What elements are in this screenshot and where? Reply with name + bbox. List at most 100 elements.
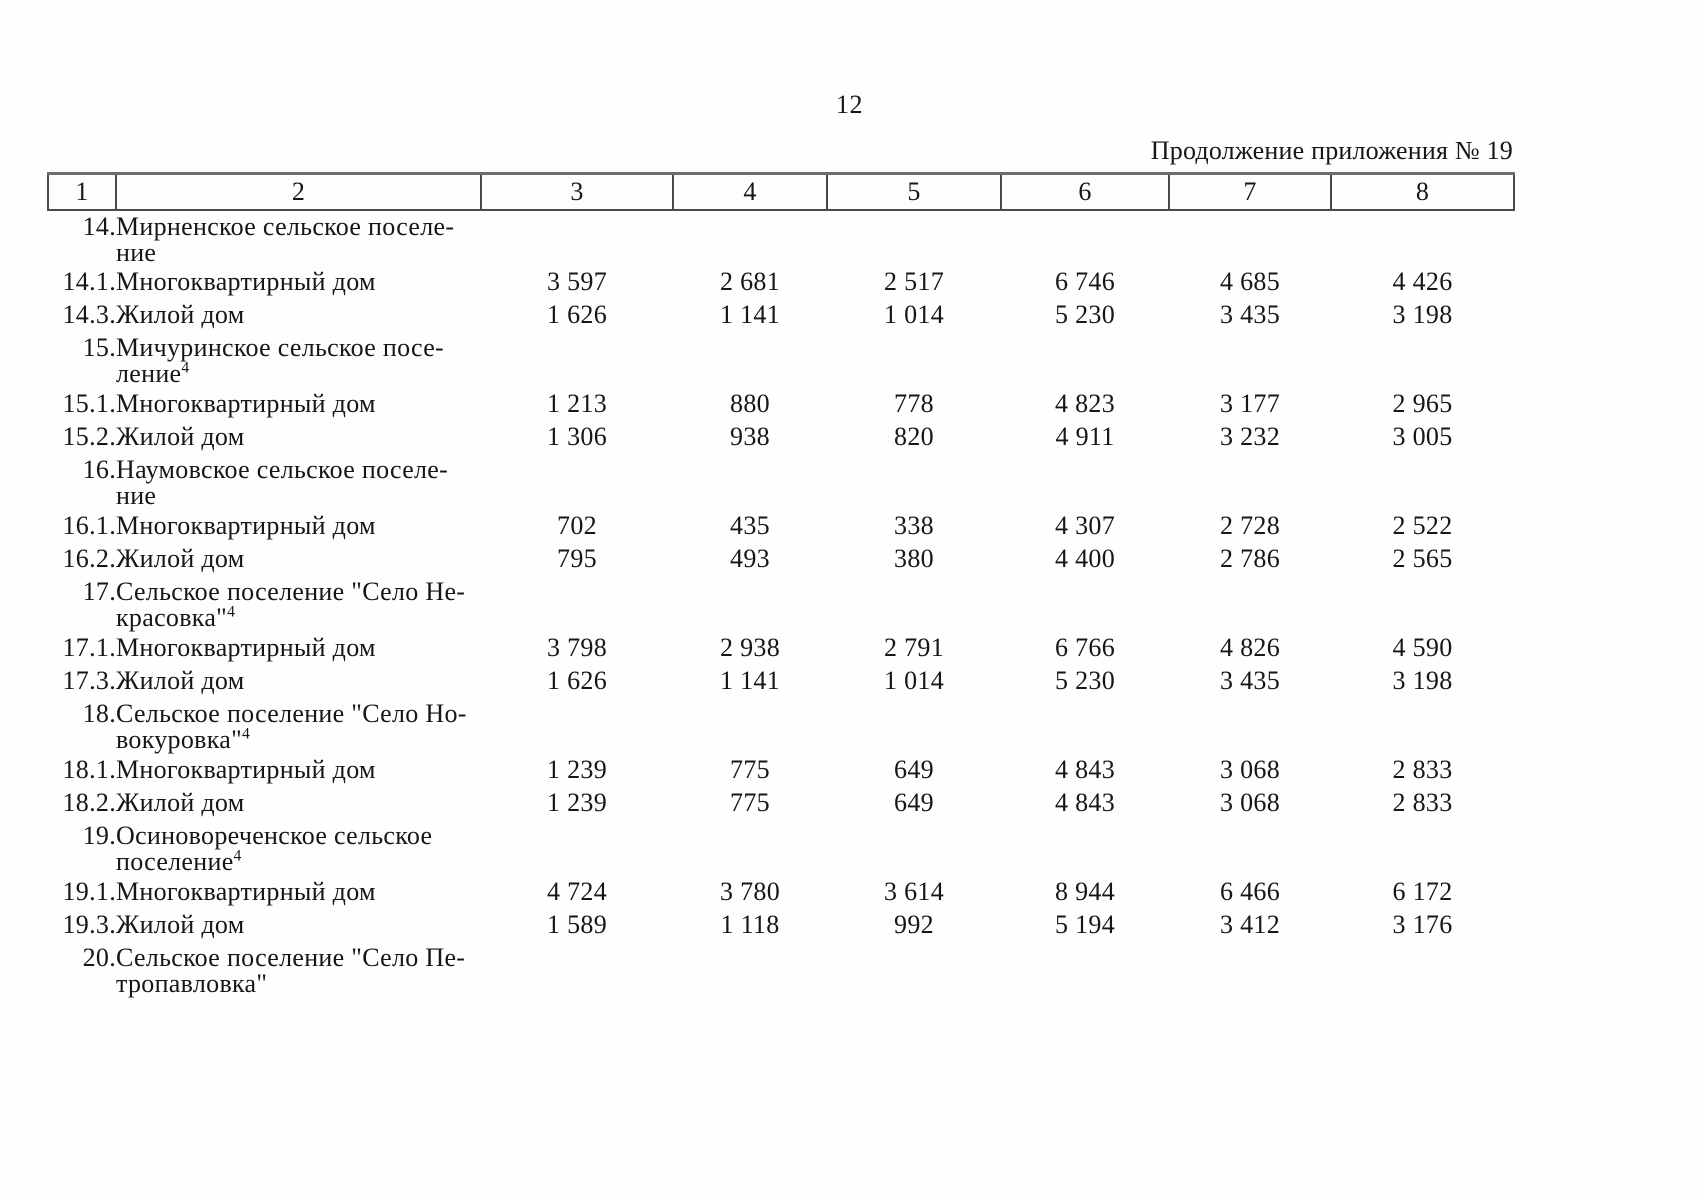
footnote-marker: 4 [181, 359, 190, 377]
row-number: 18.2. [62, 788, 116, 817]
value-cell: 3 780 [720, 877, 780, 906]
row-name: Сельское поселение "Село Но-вокуровка"4 [116, 699, 467, 754]
value-cell [1169, 698, 1331, 754]
value-cell [1001, 576, 1169, 632]
value-cell: 775 [730, 788, 770, 817]
table-row: 18.2. Жилой дом 1 239 775 649 4 843 3 068 2 833 [48, 787, 1514, 820]
row-number: 20. [82, 943, 116, 972]
row-number: 16.2. [62, 544, 116, 573]
row-number: 19.1. [62, 877, 116, 906]
table-row: 17.3. Жилой дом 1 626 1 141 1 014 5 230 3 435 3… [48, 665, 1514, 698]
row-number: 17.3. [62, 666, 116, 695]
value-cell: 1 306 [547, 422, 607, 451]
value-cell: 1 239 [547, 755, 607, 784]
value-cell [1001, 820, 1169, 876]
value-cell: 380 [894, 544, 934, 573]
value-cell: 2 791 [884, 633, 944, 662]
value-cell: 1 141 [720, 666, 780, 695]
value-cell: 3 068 [1220, 755, 1280, 784]
row-name: Жилой дом [116, 788, 245, 817]
row-name: Многоквартирный дом [116, 755, 376, 784]
table-row: 14.1. Многоквартирный дом 3 597 2 681 2 517 6… [48, 266, 1514, 299]
value-cell [673, 820, 827, 876]
table-row: 19.1. Многоквартирный дом 4 724 3 780 3 614 8… [48, 876, 1514, 909]
value-cell [1331, 210, 1514, 266]
row-number: 18.1. [62, 755, 116, 784]
row-name: Жилой дом [116, 666, 245, 695]
value-cell: 1 626 [547, 300, 607, 329]
value-cell: 3 198 [1392, 666, 1453, 695]
value-cell: 4 724 [547, 877, 607, 906]
row-name: Жилой дом [116, 910, 245, 939]
value-cell [481, 942, 673, 998]
value-cell [827, 942, 1001, 998]
value-cell: 1 213 [547, 389, 607, 418]
value-cell: 6 466 [1220, 877, 1280, 906]
row-name: Мирненское сельское поселе-ние [116, 212, 455, 267]
value-cell [1001, 210, 1169, 266]
table-row: 15. Мичуринское сельское посе-ление4 [48, 332, 1514, 388]
value-cell: 2 728 [1220, 511, 1280, 540]
row-name: Жилой дом [116, 422, 245, 451]
value-cell [827, 698, 1001, 754]
value-cell [1331, 576, 1514, 632]
value-cell: 1 626 [547, 666, 607, 695]
row-name: Многоквартирный дом [116, 877, 376, 906]
value-cell: 702 [557, 511, 597, 540]
value-cell [1169, 820, 1331, 876]
value-cell [827, 820, 1001, 876]
value-cell: 2 522 [1392, 511, 1453, 540]
value-cell [1001, 942, 1169, 998]
value-cell: 3 068 [1220, 788, 1280, 817]
footnote-marker: 4 [227, 603, 236, 621]
row-number: 17.1. [62, 633, 116, 662]
row-number: 17. [82, 577, 116, 606]
table-row: 17. Сельское поселение "Село Не-красовка"… [48, 576, 1514, 632]
value-cell: 2 517 [884, 267, 944, 296]
value-cell: 4 826 [1220, 633, 1280, 662]
table-row: 17.1. Многоквартирный дом 3 798 2 938 2 791 6… [48, 632, 1514, 665]
value-cell: 3 232 [1220, 422, 1280, 451]
value-cell [673, 698, 827, 754]
value-cell: 5 194 [1055, 910, 1115, 939]
page-number: 12 [836, 90, 863, 119]
column-header-4: 4 [672, 172, 828, 211]
value-cell: 880 [730, 389, 770, 418]
row-number: 15. [82, 333, 116, 362]
value-cell: 3 435 [1220, 300, 1280, 329]
table-row: 20. Сельское поселение "Село Пе-тропавлов… [48, 942, 1514, 998]
row-number: 15.2. [62, 422, 116, 451]
footnote-marker: 4 [233, 847, 242, 865]
row-number: 14.1. [62, 267, 116, 296]
value-cell: 1 141 [720, 300, 780, 329]
value-cell: 1 239 [547, 788, 607, 817]
value-cell: 4 400 [1055, 544, 1115, 573]
row-number: 16.1. [62, 511, 116, 540]
value-cell [1001, 332, 1169, 388]
value-cell: 3 005 [1392, 422, 1453, 451]
value-cell: 3 614 [884, 877, 944, 906]
row-number: 16. [82, 455, 116, 484]
table-row: 18. Сельское поселение "Село Но-вокуровка… [48, 698, 1514, 754]
value-cell [481, 820, 673, 876]
value-cell: 1 589 [547, 910, 607, 939]
value-cell [673, 332, 827, 388]
row-number: 18. [82, 699, 116, 728]
row-name: Многоквартирный дом [116, 511, 376, 540]
value-cell: 3 597 [547, 267, 607, 296]
value-cell [1331, 454, 1514, 510]
value-cell: 775 [730, 755, 770, 784]
value-cell: 3 412 [1220, 910, 1280, 939]
column-number-row: 1 2 3 4 5 6 7 8 [47, 172, 1515, 211]
table-row: 16.1. Многоквартирный дом 702 435 338 4 307 2 … [48, 510, 1514, 543]
value-cell [673, 942, 827, 998]
row-name: Многоквартирный дом [116, 389, 376, 418]
value-cell: 1 014 [884, 666, 944, 695]
table-row: 19. Осиновореченское сельское поселение4 [48, 820, 1514, 876]
row-name: Многоквартирный дом [116, 267, 376, 296]
table-header: 1 2 3 4 5 6 7 8 [47, 172, 1515, 211]
value-cell: 5 230 [1055, 666, 1115, 695]
column-header-5: 5 [826, 172, 1002, 211]
table-body: 14. Мирненское сельское поселе-ние 14.1. Мн… [48, 210, 1514, 998]
